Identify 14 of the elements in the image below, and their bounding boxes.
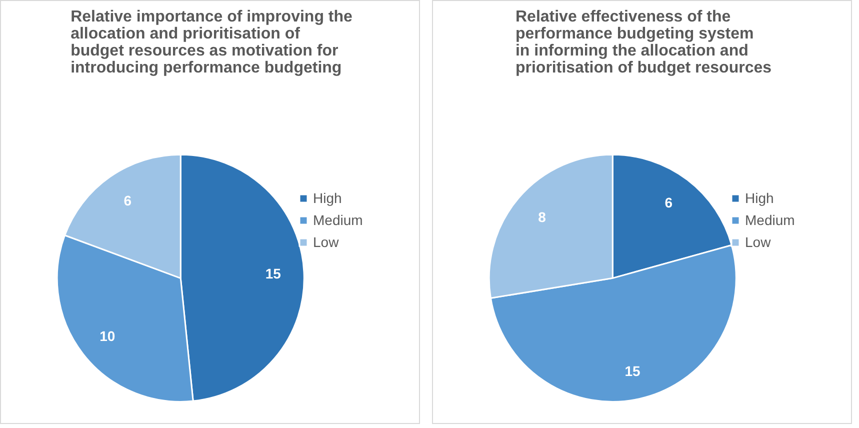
legend-label: High (745, 190, 774, 206)
data-label: 6 (664, 194, 673, 211)
legend-label: Medium (745, 212, 795, 228)
chart-title: Relative effectiveness of the performance budgeting system in informing the allocation and prioritisation of budget resources (515, 8, 772, 76)
data-label: 6 (124, 192, 132, 208)
legend-label: High (313, 190, 342, 206)
legend-label: Low (745, 234, 771, 250)
legend-label: Low (313, 234, 339, 250)
chart-title: Relative importance of improving the allocation and prioritisation of budget resources as motivation for introducing performance budgeting (70, 8, 353, 76)
data-label: 15 (265, 265, 282, 282)
data-label: 10 (100, 328, 116, 344)
legend-label: Medium (313, 212, 363, 228)
data-label: 15 (624, 362, 641, 379)
data-label: 8 (538, 208, 546, 225)
